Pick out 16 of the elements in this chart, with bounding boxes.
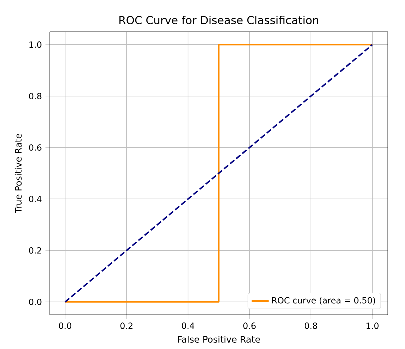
y-tick-label: 1.0 [30,42,42,48]
x-tick-label: 0.8 [305,322,318,330]
x-axis-title: False Positive Rate [178,336,260,343]
y-axis-title: True Positive Rate [14,134,22,214]
y-tick-label: 0.4 [29,196,42,202]
legend-label: ROC curve (area = 0.50) [272,297,376,305]
chart-title: ROC Curve for Disease Classification [120,16,318,24]
y-tick-label: 0.8 [29,93,42,100]
x-tick-label: 0.0 [59,322,72,330]
x-tick-label: 0.4 [182,322,195,330]
y-tick-label: 0.0 [29,298,42,306]
y-tick-label: 0.6 [29,144,42,151]
x-tick-label: 0.2 [120,322,133,330]
y-tick-label: 0.2 [29,247,42,254]
x-tick-label: 1.0 [366,322,379,330]
x-tick-label: 0.6 [244,322,256,330]
